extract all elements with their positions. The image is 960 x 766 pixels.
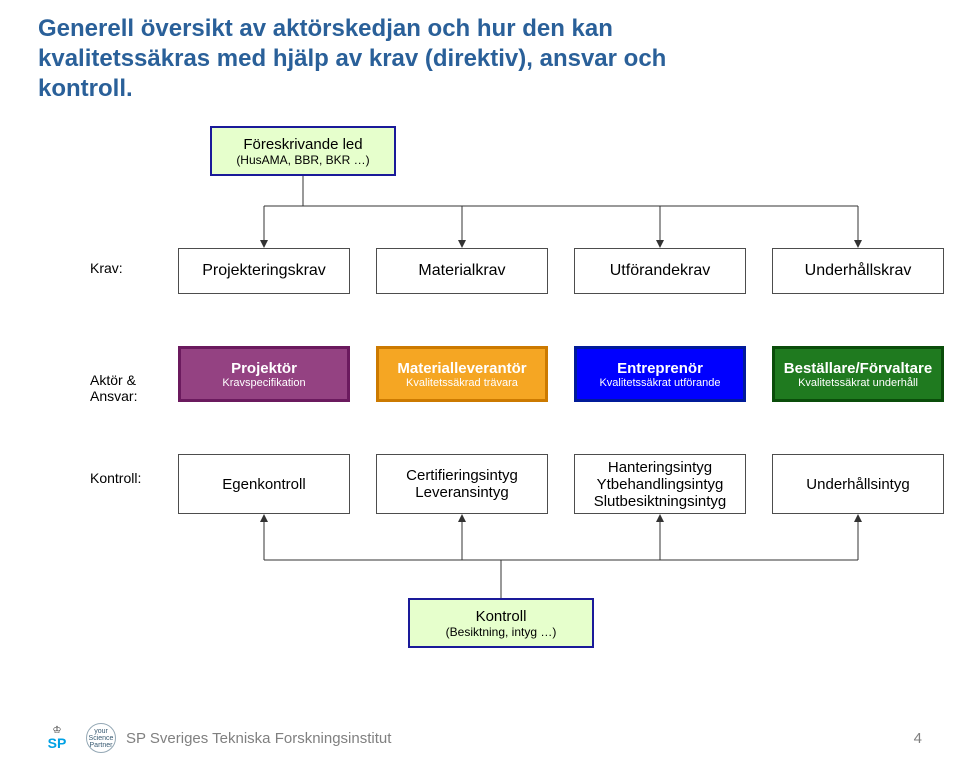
aktor-title-3: Beställare/Förvaltare	[784, 360, 932, 377]
kontroll-line-1-0: Certifieringsintyg	[406, 467, 518, 484]
row-label-kontroll: Kontroll:	[90, 470, 141, 486]
krav-box-0: Projekteringskrav	[178, 248, 350, 294]
aktor-title-1: Materialleverantör	[397, 360, 526, 377]
aktor-box-0: ProjektörKravspecifikation	[178, 346, 350, 402]
row-label-aktor: Aktör & Ansvar:	[90, 356, 137, 404]
top-box-line1: Föreskrivande led	[243, 136, 362, 153]
krav-box-text-2: Utförandekrav	[610, 262, 711, 280]
kontroll-box-2: HanteringsintygYtbehandlingsintygSlutbes…	[574, 454, 746, 514]
row-label-krav: Krav:	[90, 260, 123, 276]
aktor-title-2: Entreprenör	[617, 360, 703, 377]
aktor-sub-1: Kvalitetssäkrad trävara	[406, 377, 518, 389]
aktor-sub-0: Kravspecifikation	[222, 377, 305, 389]
kontroll-line-2-0: Hanteringsintyg	[608, 459, 712, 476]
krav-box-3: Underhållskrav	[772, 248, 944, 294]
science-partner-text: your Science Partner	[87, 728, 115, 749]
science-partner-icon: your Science Partner	[86, 723, 116, 753]
krav-box-text-3: Underhållskrav	[805, 262, 912, 280]
kontroll-line-3-0: Underhållsintyg	[806, 476, 909, 493]
kontroll-line-2-2: Slutbesiktningsintyg	[594, 493, 727, 510]
aktor-box-1: MaterialleverantörKvalitetssäkrad trävar…	[376, 346, 548, 402]
footer-left: ♔ SP your Science Partner SP Sveriges Te…	[38, 722, 391, 754]
krav-box-2: Utförandekrav	[574, 248, 746, 294]
kontroll-line-0-0: Egenkontroll	[222, 476, 305, 493]
kontroll-line-1-1: Leveransintyg	[415, 484, 508, 501]
kontroll-box-0: Egenkontroll	[178, 454, 350, 514]
sp-mark: SP	[48, 736, 67, 750]
top-box-foreskrivande: Föreskrivande led(HusAMA, BBR, BKR …)	[210, 126, 396, 176]
kontroll-box-3: Underhållsintyg	[772, 454, 944, 514]
title-line-3: kontroll.	[38, 75, 133, 102]
row-label-aktor-text: Aktör & Ansvar:	[90, 372, 137, 404]
bottom-box-kontroll: Kontroll(Besiktning, intyg …)	[408, 598, 594, 648]
row-label-kontroll-text: Kontroll:	[90, 470, 141, 486]
bottom-box-line2: (Besiktning, intyg …)	[446, 625, 557, 639]
bottom-box-line1: Kontroll	[476, 608, 527, 625]
krav-box-1: Materialkrav	[376, 248, 548, 294]
aktor-sub-2: Kvalitetssäkrat utförande	[599, 377, 720, 389]
krav-box-text-0: Projekteringskrav	[202, 262, 326, 280]
sp-logo-icon: ♔ SP	[38, 722, 76, 754]
footer-org: SP Sveriges Tekniska Forskningsinstitut	[126, 730, 391, 747]
krav-box-text-1: Materialkrav	[418, 262, 505, 280]
kontroll-box-1: CertifieringsintygLeveransintyg	[376, 454, 548, 514]
aktor-box-3: Beställare/FörvaltareKvalitetssäkrat und…	[772, 346, 944, 402]
title-line-2: kvalitetssäkras med hjälp av krav (direk…	[38, 45, 666, 72]
top-box-line2: (HusAMA, BBR, BKR …)	[236, 153, 369, 167]
slide-title: Generell översikt av aktörskedjan och hu…	[38, 14, 666, 104]
page-number: 4	[914, 730, 922, 747]
aktor-box-2: EntreprenörKvalitetssäkrat utförande	[574, 346, 746, 402]
kontroll-line-2-1: Ytbehandlingsintyg	[597, 476, 724, 493]
row-label-krav-text: Krav:	[90, 260, 123, 276]
aktor-sub-3: Kvalitetssäkrat underhåll	[798, 377, 918, 389]
aktor-title-0: Projektör	[231, 360, 297, 377]
title-line-1: Generell översikt av aktörskedjan och hu…	[38, 15, 613, 42]
footer: ♔ SP your Science Partner SP Sveriges Te…	[0, 722, 960, 754]
